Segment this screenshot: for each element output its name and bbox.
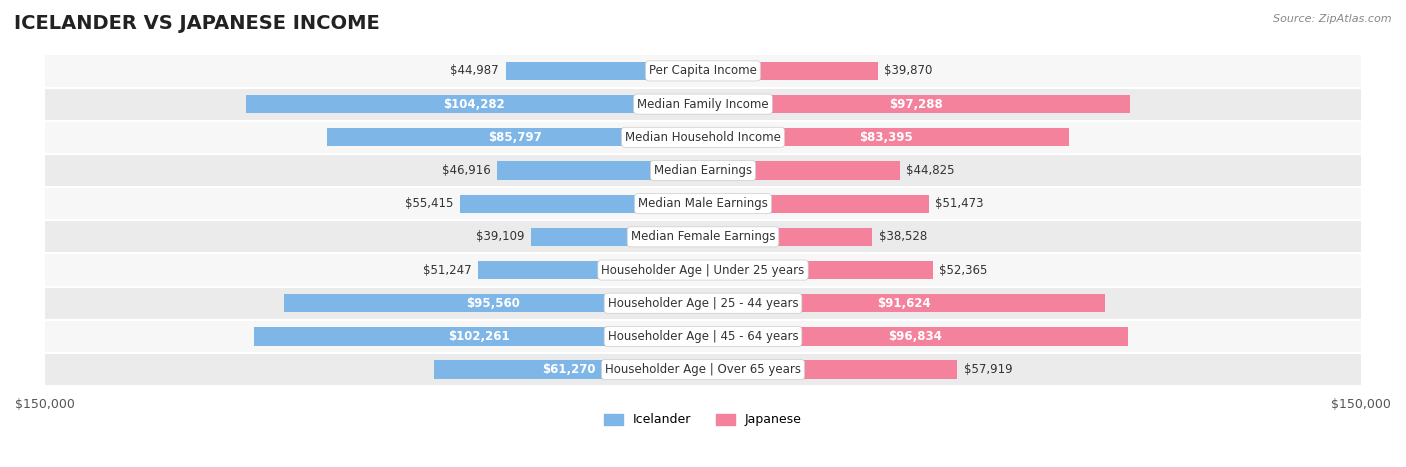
Bar: [45, 54, 1361, 87]
Bar: [45, 154, 1361, 187]
Text: Median Household Income: Median Household Income: [626, 131, 780, 144]
Bar: [703, 294, 1105, 312]
Bar: [246, 95, 703, 113]
Text: $97,288: $97,288: [890, 98, 943, 111]
Bar: [703, 228, 872, 246]
Bar: [45, 187, 1361, 220]
Text: $39,109: $39,109: [477, 230, 524, 243]
Text: Median Male Earnings: Median Male Earnings: [638, 197, 768, 210]
Bar: [45, 353, 1361, 386]
Bar: [284, 294, 703, 312]
Bar: [45, 320, 1361, 353]
Legend: Icelander, Japanese: Icelander, Japanese: [599, 409, 807, 432]
Text: $52,365: $52,365: [939, 263, 987, 276]
Text: $91,624: $91,624: [877, 297, 931, 310]
Text: $44,987: $44,987: [450, 64, 499, 78]
Text: $83,395: $83,395: [859, 131, 912, 144]
Text: Median Female Earnings: Median Female Earnings: [631, 230, 775, 243]
Text: $46,916: $46,916: [441, 164, 491, 177]
Text: $61,270: $61,270: [541, 363, 595, 376]
Text: $96,834: $96,834: [889, 330, 942, 343]
Bar: [703, 195, 929, 213]
Bar: [45, 220, 1361, 254]
Bar: [460, 195, 703, 213]
Text: $95,560: $95,560: [467, 297, 520, 310]
Bar: [45, 254, 1361, 287]
Text: $51,473: $51,473: [935, 197, 984, 210]
Bar: [703, 62, 877, 80]
Text: Per Capita Income: Per Capita Income: [650, 64, 756, 78]
Text: $85,797: $85,797: [488, 131, 541, 144]
Bar: [531, 228, 703, 246]
Text: $55,415: $55,415: [405, 197, 453, 210]
Text: $38,528: $38,528: [879, 230, 927, 243]
Text: Householder Age | 45 - 64 years: Householder Age | 45 - 64 years: [607, 330, 799, 343]
Text: Householder Age | Over 65 years: Householder Age | Over 65 years: [605, 363, 801, 376]
Text: $104,282: $104,282: [443, 98, 505, 111]
Bar: [45, 287, 1361, 320]
Text: Householder Age | 25 - 44 years: Householder Age | 25 - 44 years: [607, 297, 799, 310]
Text: Median Earnings: Median Earnings: [654, 164, 752, 177]
Bar: [506, 62, 703, 80]
Text: $57,919: $57,919: [963, 363, 1012, 376]
Text: ICELANDER VS JAPANESE INCOME: ICELANDER VS JAPANESE INCOME: [14, 14, 380, 33]
Text: $39,870: $39,870: [884, 64, 932, 78]
Bar: [45, 87, 1361, 120]
Text: $102,261: $102,261: [449, 330, 509, 343]
Text: $44,825: $44,825: [907, 164, 955, 177]
Text: $51,247: $51,247: [423, 263, 471, 276]
Bar: [703, 128, 1069, 147]
Bar: [703, 261, 932, 279]
Bar: [498, 162, 703, 180]
Bar: [703, 162, 900, 180]
Text: Median Family Income: Median Family Income: [637, 98, 769, 111]
Bar: [703, 361, 957, 379]
Bar: [478, 261, 703, 279]
Text: Source: ZipAtlas.com: Source: ZipAtlas.com: [1274, 14, 1392, 24]
Bar: [326, 128, 703, 147]
Bar: [703, 95, 1130, 113]
Bar: [254, 327, 703, 346]
Bar: [434, 361, 703, 379]
Text: Householder Age | Under 25 years: Householder Age | Under 25 years: [602, 263, 804, 276]
Bar: [45, 120, 1361, 154]
Bar: [703, 327, 1128, 346]
